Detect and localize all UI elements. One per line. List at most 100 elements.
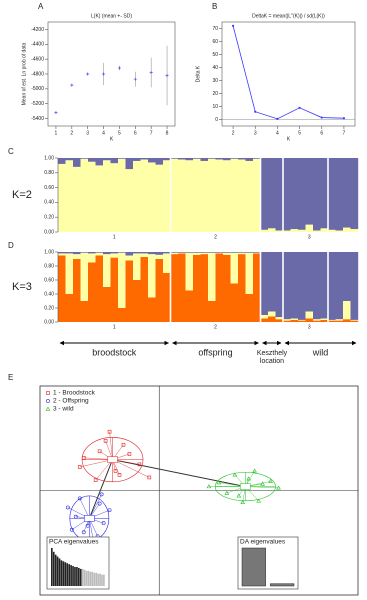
bar-segment xyxy=(275,252,284,318)
bar-segment xyxy=(170,252,179,253)
bar-segment xyxy=(95,255,104,322)
point xyxy=(77,496,82,501)
bar-segment xyxy=(238,158,246,160)
inset-title: PCA eigenvalues xyxy=(49,539,99,546)
bar-segment xyxy=(148,158,156,163)
eigenvalue-bar xyxy=(83,569,86,586)
point xyxy=(46,391,50,395)
bar-segment xyxy=(320,252,329,319)
eigenvalue-bar xyxy=(97,573,99,586)
bar-segment xyxy=(350,252,359,320)
bar-segment xyxy=(140,256,149,322)
x-tick-label: 5 xyxy=(118,130,121,136)
bar-segment xyxy=(58,163,66,232)
x-axis-label: K xyxy=(110,136,114,142)
bar-segment xyxy=(140,159,149,232)
group-label: wild xyxy=(312,347,329,357)
bar-segment xyxy=(88,262,96,322)
eigenvalue-bar xyxy=(56,556,59,586)
population-label: 2 xyxy=(214,324,217,330)
bar-segment xyxy=(230,252,239,253)
bar-segment xyxy=(260,318,269,322)
bar-segment xyxy=(350,158,359,230)
y-tick-label: 1.00 xyxy=(44,155,54,161)
bar-segment xyxy=(328,229,336,232)
point xyxy=(254,110,257,113)
point xyxy=(276,117,279,120)
bar-segment xyxy=(65,252,74,254)
y-tick-label: 50 xyxy=(212,52,218,58)
bar-segment xyxy=(253,252,261,253)
bar-segment xyxy=(110,163,119,232)
bar-segment xyxy=(230,158,239,232)
bar-segment xyxy=(80,158,89,159)
bar-segment xyxy=(335,158,344,231)
spoke xyxy=(245,486,279,489)
panel-label: C xyxy=(8,147,14,156)
bar-segment xyxy=(320,318,329,320)
bar-segment xyxy=(343,301,351,320)
bar-segment xyxy=(245,252,254,294)
bar-segment xyxy=(313,252,321,320)
x-tick-label: 2 xyxy=(232,130,235,136)
x-tick-label: 7 xyxy=(343,130,346,136)
bar-segment xyxy=(253,252,261,254)
bar-segment xyxy=(343,319,351,322)
bar-segment xyxy=(185,160,194,232)
x-tick-label: 1 xyxy=(55,130,58,136)
bar-segment xyxy=(185,252,194,291)
spoke xyxy=(79,459,113,468)
bar-segment xyxy=(208,158,216,159)
y-tick-label: -4600 xyxy=(31,56,44,62)
point xyxy=(97,449,102,454)
bar-segment xyxy=(215,252,224,253)
x-tick-label: 2 xyxy=(70,130,73,136)
bar-segment xyxy=(155,158,164,165)
y-tick-label: 0.40 xyxy=(44,291,54,297)
k-label: K=2 xyxy=(12,189,32,201)
y-tick-label: 70 xyxy=(212,26,218,32)
bar-segment xyxy=(125,169,134,232)
bar-segment xyxy=(215,158,224,160)
bar-segment xyxy=(80,158,89,232)
bar-segment xyxy=(95,158,104,166)
bar-segment xyxy=(208,252,216,301)
bar-segment xyxy=(95,165,104,232)
eigenvalue-bar xyxy=(68,564,70,586)
bar-segment xyxy=(245,294,254,322)
point xyxy=(236,493,242,498)
point xyxy=(133,77,137,81)
bar-segment xyxy=(260,315,269,319)
y-axis-label: Mean of est. Ln prob of data xyxy=(21,43,27,106)
y-tick-label: 0.40 xyxy=(44,200,54,206)
point xyxy=(85,523,90,528)
k-label: K=3 xyxy=(12,281,32,293)
bar-segment xyxy=(313,230,321,232)
point xyxy=(127,452,132,456)
bar-segment xyxy=(283,252,291,320)
bar-segment xyxy=(253,253,261,322)
point xyxy=(70,83,74,87)
bar-segment xyxy=(275,230,284,232)
bar-segment xyxy=(268,158,276,229)
bar-segment xyxy=(283,230,291,232)
x-tick-label: 6 xyxy=(320,130,323,136)
bar-segment xyxy=(298,319,306,321)
point xyxy=(165,73,169,77)
bar-segment xyxy=(163,273,171,322)
bar-segment xyxy=(118,252,126,253)
bar-segment xyxy=(88,252,96,254)
eigenvalue-bar xyxy=(99,573,101,586)
bar-segment xyxy=(275,317,284,320)
bar-segment xyxy=(260,252,269,315)
bar-segment xyxy=(125,260,134,322)
bar-segment xyxy=(343,158,351,228)
bar-segment xyxy=(148,254,156,298)
bar-segment xyxy=(283,158,291,231)
point xyxy=(107,429,112,434)
bar-segment xyxy=(80,252,89,301)
bar-segment xyxy=(118,158,126,159)
bar-segment xyxy=(230,283,239,322)
y-tick-label: 0.60 xyxy=(44,185,54,191)
spoke xyxy=(79,498,90,519)
